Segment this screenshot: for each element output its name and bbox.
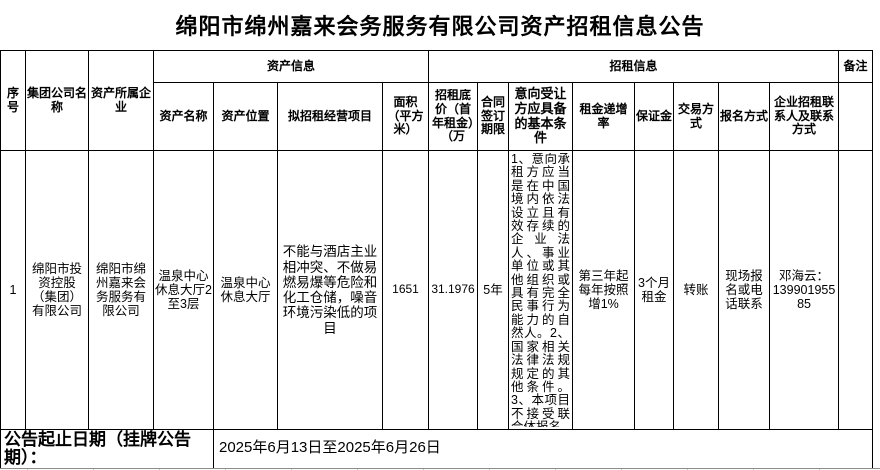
header-asset-location: 资产位置 xyxy=(213,82,278,151)
header-planned-project: 拟招租经营项目 xyxy=(277,82,383,151)
cell-remarks xyxy=(838,150,874,430)
cell-contract-term: 5年 xyxy=(477,150,510,430)
header-deposit: 保证金 xyxy=(634,82,675,151)
cell-deposit: 3个月租金 xyxy=(634,150,675,430)
footer-date-value: 2025年6月13日至2025年6月26日 xyxy=(212,428,874,468)
footer-date-label: 公告起止日期（挂牌公告期）： xyxy=(0,428,214,468)
page-title: 绵阳市绵州嘉来会务服务有限公司资产招租信息公告 xyxy=(175,14,705,39)
header-asset-owner: 资产所属企业 xyxy=(88,50,154,151)
cell-asset-location: 温泉中心休息大厅 xyxy=(213,150,278,430)
header-contact: 企业招租联系人及联系方式 xyxy=(769,82,840,151)
cell-base-price: 31.1976 xyxy=(428,150,479,430)
header-registration: 报名方式 xyxy=(718,82,771,151)
header-row-columns: 资产名称 资产位置 拟招租经营项目 面积（平方米） 招租底价（首年租金）（万 合… xyxy=(1,82,874,151)
header-transaction: 交易方式 xyxy=(673,82,720,151)
header-area: 面积（平方米） xyxy=(381,82,430,151)
table-row: 1 绵阳市投资控股（集团）有限公司 绵阳市绵州嘉来会务服务有限公司 温泉中心休息… xyxy=(0,150,874,430)
header-rent-increase: 租金递增率 xyxy=(572,82,636,151)
cell-asset-owner: 绵阳市绵州嘉来会务服务有限公司 xyxy=(88,150,154,430)
clipped-grid-row xyxy=(0,467,880,470)
cell-asset-name: 温泉中心休息大厅2至3层 xyxy=(153,150,214,430)
header-serial: 序号 xyxy=(0,50,26,151)
header-base-price-text: 招租底价（首年租金）（万 xyxy=(432,89,475,144)
header-base-price: 招租底价（首年租金）（万 xyxy=(428,82,479,151)
asset-lease-table: 序号 集团公司名称 资产所属企业 资产信息 招租信息 备注 资产名称 资产位置 … xyxy=(0,50,874,468)
cell-transaction: 转账 xyxy=(673,150,720,430)
cell-registration: 现场报名或电话联系 xyxy=(718,150,771,430)
cell-area: 1651 xyxy=(381,150,430,430)
cell-contact: 邓海云： 13990195585 xyxy=(769,150,840,430)
cell-group-company: 绵阳市投资控股（集团）有限公司 xyxy=(25,150,89,430)
header-group-asset-info: 资产信息 xyxy=(152,50,430,83)
cell-conditions: 1、意向承租方应当是在中国境内依法设立且有效存续的企业法人、事业单位或其他组织或… xyxy=(508,150,574,430)
cell-serial: 1 xyxy=(0,150,26,430)
cell-conditions-text: 1、意向承租方应当是在中国境内依法设立且有效存续的企业法人、事业单位或其他组织或… xyxy=(511,153,571,427)
header-group-company: 集团公司名称 xyxy=(25,50,89,151)
header-contract-term: 合同签订期限 xyxy=(477,82,510,151)
cell-rent-increase: 第三年起每年按照增1% xyxy=(572,150,636,430)
footer-row: 公告起止日期（挂牌公告期）： 2025年6月13日至2025年6月26日 xyxy=(0,428,874,468)
header-row-groups: 序号 集团公司名称 资产所属企业 资产信息 招租信息 备注 xyxy=(0,50,874,151)
header-remarks: 备注 xyxy=(838,50,874,83)
header-group-lease-info: 招租信息 xyxy=(428,50,840,83)
cell-planned-project: 不能与酒店主业相冲突、不做易燃易爆等危险和化工仓储，噪音环境污染低的项目 xyxy=(277,150,383,430)
header-conditions: 意向受让方应具备的基本条件 xyxy=(508,82,574,151)
header-asset-name: 资产名称 xyxy=(153,82,214,151)
header-remarks-sub xyxy=(838,82,874,151)
